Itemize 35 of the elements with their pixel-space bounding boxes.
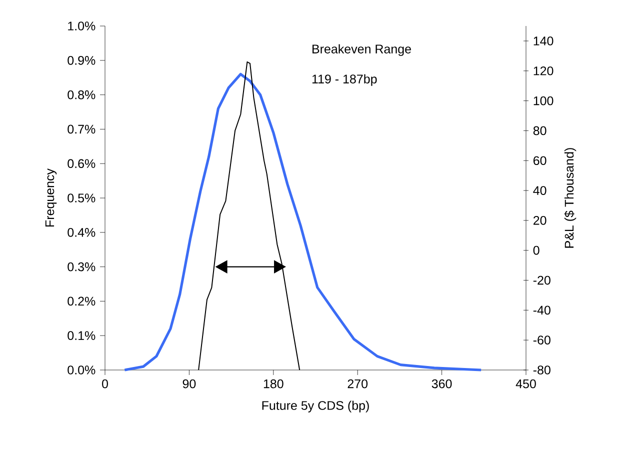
y2-tick-label: -40 <box>533 306 550 315</box>
y2-tick-label: 20 <box>533 216 546 225</box>
x-tick-label: 450 <box>516 379 536 388</box>
x-tick-label: 180 <box>264 379 284 388</box>
y2-tick-label: 140 <box>534 36 554 46</box>
y-tick-label: 0.8% <box>68 90 96 100</box>
y-tick-label: 0.1% <box>68 331 96 340</box>
y-tick-label: 0.6% <box>68 159 96 168</box>
x-tick-label: 90 <box>182 379 196 388</box>
y-tick-label: 0.2% <box>68 296 96 306</box>
y2-tick-label: 0 <box>533 246 540 255</box>
y2-tick-label: 60 <box>533 156 546 166</box>
x-tick-label: 0 <box>102 379 108 388</box>
y2-tick-label: -60 <box>533 336 550 345</box>
y-tick-label: 1.0% <box>68 22 96 30</box>
y2-tick-label: -80 <box>533 366 550 374</box>
line-series <box>123 72 482 372</box>
x-tick-label: 270 <box>348 379 368 388</box>
y2-tick-label: 80 <box>533 126 546 136</box>
x-tick-label: 360 <box>432 379 452 388</box>
annotation: 119 - 187bp <box>312 74 377 86</box>
y-tick-label: 0.0% <box>68 366 96 374</box>
y-tick-label: 0.4% <box>68 228 96 237</box>
y2-tick-label: 40 <box>533 186 546 195</box>
y2-axis-title: P&L ($ Thousand) <box>564 148 576 248</box>
y-axis-title: Frequency <box>45 168 57 227</box>
y2-tick-label: 100 <box>534 96 554 106</box>
y-tick-label: 0.5% <box>68 194 96 202</box>
y2-tick-label: -20 <box>533 276 550 285</box>
y-tick-label: 0.9% <box>68 56 96 65</box>
annotation: Breakeven Range <box>312 44 411 56</box>
y2-tick-label: 120 <box>534 66 554 76</box>
x-axis-title: Future 5y CDS (bp) <box>262 400 369 412</box>
y-tick-label: 0.3% <box>68 262 96 272</box>
y-tick-label: 0.7% <box>68 124 96 134</box>
